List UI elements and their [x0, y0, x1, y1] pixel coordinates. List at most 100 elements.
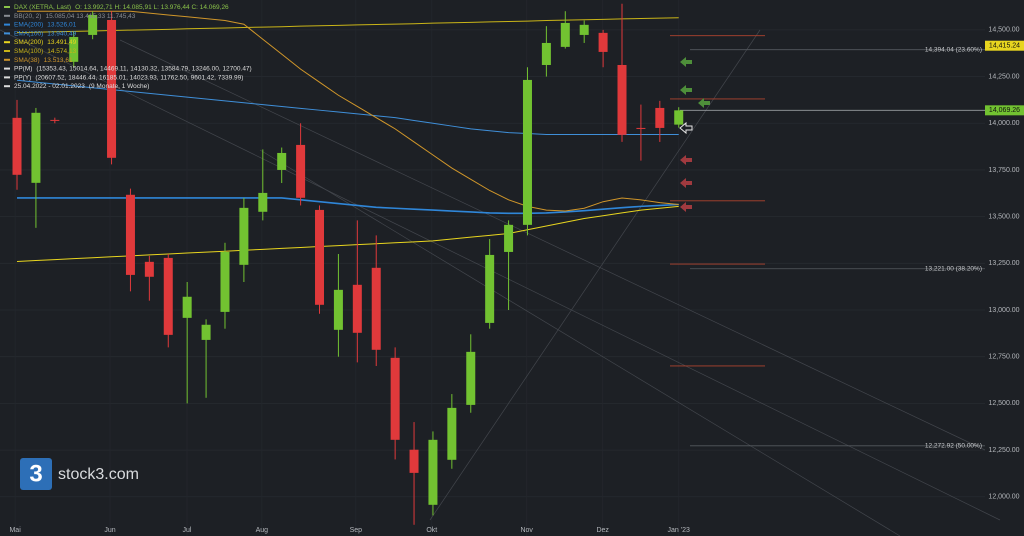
overlay-layer: 12,000.00 12,250.00 12,500.00 12,750.00 13,0… — [4, 4, 1024, 534]
y-tick-label: 12,250.00 — [988, 447, 1019, 454]
x-tick-label: Dez — [596, 527, 609, 534]
candle-body — [560, 22, 570, 47]
legend-value: 15.085,04 13.415,33 11.745,43 — [45, 13, 135, 20]
legend-icon — [4, 41, 10, 44]
trend-line — [429, 29, 761, 521]
candle-body — [296, 144, 306, 198]
watermark-text: stock3.com — [58, 466, 139, 483]
x-tick-label: Aug — [256, 527, 269, 534]
candle-body — [428, 439, 438, 505]
y-tick-label: 14,000.00 — [988, 120, 1019, 127]
x-tick-label: Nov — [520, 527, 533, 534]
price-tag-label: 14,069.26 — [989, 107, 1020, 114]
price-tag-label: 14,415.24 — [989, 43, 1020, 50]
legend-text: DAX (XETRA, Last) O: 13.992,71 H: 14.085,… — [14, 4, 229, 11]
candle-body — [125, 194, 135, 275]
legend-name: PP(Y) — [14, 74, 31, 81]
legend-name: SMA(38) — [14, 57, 40, 64]
trend-line — [119, 39, 986, 451]
y-tick-label: 13,750.00 — [988, 167, 1019, 174]
indicator-line — [17, 10, 679, 212]
fib-label: 14,394.04 (23.60%) — [925, 46, 982, 53]
legend-name: SMA(200) — [14, 39, 43, 46]
candle-body — [107, 19, 117, 158]
y-tick-label: 12,500.00 — [988, 400, 1019, 407]
legend-icon — [4, 76, 10, 79]
legend-value: (20607.52, 18446.44, 16185.01, 14023.93,… — [35, 74, 243, 81]
legend-icon — [4, 23, 10, 26]
x-tick-label: Jan '23 — [668, 527, 690, 534]
legend-text: PP(Y) (20607.52, 18446.44, 16185.01, 1402… — [14, 74, 243, 81]
legend-name: 25.04.2022 - 02.01.2023 — [14, 83, 85, 90]
candle-body — [466, 351, 476, 405]
fib-label: 12,272.92 (50.00%) — [925, 443, 982, 450]
candle-body — [333, 289, 343, 330]
candle-body — [390, 357, 400, 440]
candle-body — [409, 449, 419, 473]
candle-body — [579, 24, 589, 35]
x-tick-label: Mai — [9, 527, 21, 534]
legend-text: BB(20, 2) 15.085,04 13.415,33 11.745,43 — [14, 13, 136, 20]
trend-line — [0, 29, 1001, 521]
legend-name: SMA(100) — [14, 48, 43, 55]
y-tick-label: 12,750.00 — [988, 354, 1019, 361]
candle-body — [182, 296, 192, 318]
legend-icon — [4, 85, 10, 88]
candle-body — [163, 257, 173, 335]
candle-body — [447, 407, 457, 460]
legend-text: PP(M) (15353.43, 15014.64, 14469.11, 1413… — [14, 65, 252, 72]
legend-name: EMA(200) — [14, 21, 43, 28]
logo-glyph: 3 — [29, 460, 42, 487]
legend-value: 13.940,49 — [47, 30, 76, 37]
candle-body — [485, 254, 495, 323]
y-tick-label: 14,500.00 — [988, 27, 1019, 34]
candle-body — [504, 224, 514, 252]
legend-icon — [4, 6, 10, 8]
legend-icon — [4, 50, 10, 52]
candle-body — [522, 79, 532, 225]
legend-text: EMA(100) 13.940,49 — [14, 30, 77, 37]
candle-body — [144, 261, 154, 277]
candle-body — [31, 112, 41, 183]
indicator-line — [17, 17, 679, 34]
y-tick-label: 13,500.00 — [988, 213, 1019, 220]
candle-body — [598, 32, 608, 52]
y-tick-label: 13,250.00 — [988, 260, 1019, 267]
price-tag — [985, 105, 1024, 116]
legend-value: 13.526,01 — [47, 21, 76, 28]
grid-layer — [0, 29, 985, 498]
legend-value: 13.513,61 — [44, 57, 73, 64]
candle-body — [655, 107, 665, 128]
legend-value: (9 Monate, 1 Woche) — [89, 83, 150, 90]
x-tick-label: Sep — [350, 527, 363, 534]
candle-body — [258, 192, 268, 212]
legend-name: PP(M) — [14, 65, 32, 72]
x-tick-label: Jul — [183, 527, 192, 534]
candle-body — [88, 14, 98, 35]
candle-body — [12, 117, 22, 175]
signal-arrow — [680, 202, 692, 212]
candle-body — [352, 284, 362, 333]
legend-text: SMA(100) 14.574,13 — [14, 48, 77, 55]
legend-name: DAX (XETRA, Last) — [14, 4, 71, 11]
x-tick-label: Okt — [426, 527, 437, 534]
candle-body — [541, 42, 551, 65]
candle-body — [277, 152, 287, 170]
legend-name: EMA(100) — [14, 30, 43, 37]
candle-body — [239, 207, 249, 265]
signal-arrow — [680, 178, 692, 188]
candle-body — [371, 267, 381, 350]
candle-body — [220, 251, 230, 312]
signal-arrow — [679, 121, 693, 135]
y-tick-label: 14,250.00 — [988, 73, 1019, 80]
trend-line — [259, 149, 901, 536]
price-tag — [985, 40, 1024, 51]
legend-value: (15353.43, 15014.64, 14469.11, 14130.32,… — [36, 65, 251, 72]
legend-icon — [4, 67, 10, 70]
signal-arrow — [680, 57, 692, 67]
legend-value: O: 13.992,71 H: 14.085,91 L: 13.976,44 C… — [75, 4, 229, 11]
candle-body — [69, 36, 79, 62]
legend-text: SMA(200) 13.491,49 — [14, 39, 77, 46]
